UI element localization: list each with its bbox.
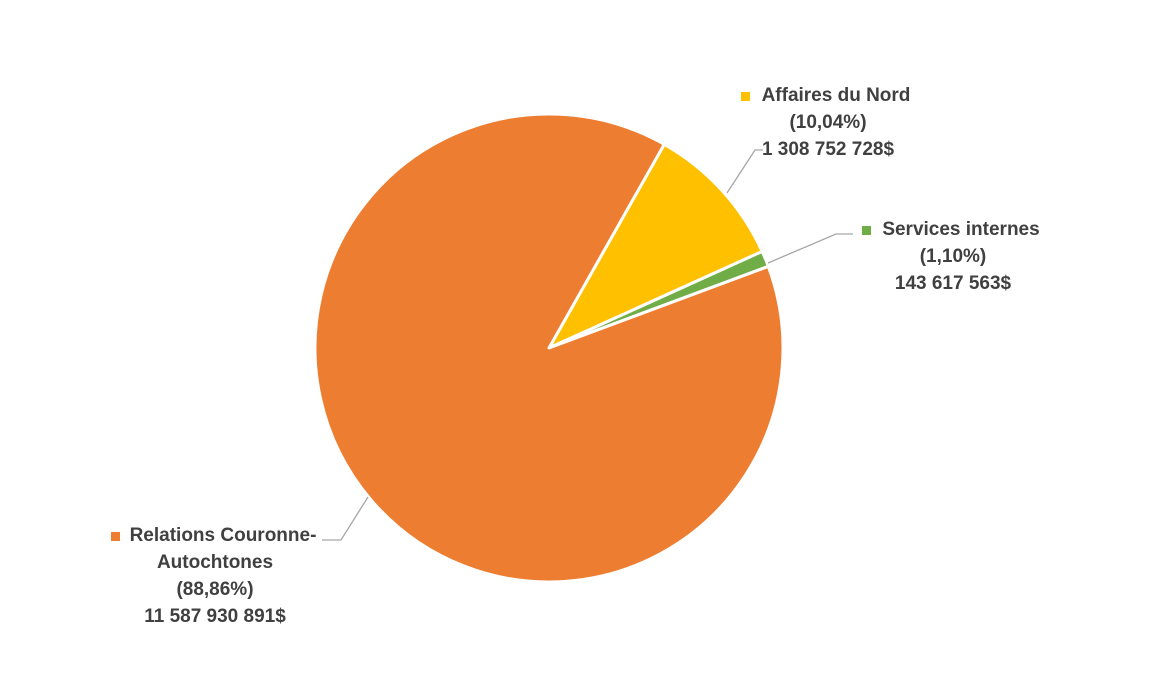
data-label-name-services-internes-0: Services internes	[882, 219, 1039, 240]
pie-slices	[313, 112, 785, 584]
leader-line-relations-couronne-autochtones	[322, 496, 369, 541]
data-label-amount-relations-couronne-autochtones: 11 587 930 891$	[144, 606, 286, 627]
legend-key-affaires-du-nord	[741, 92, 750, 101]
data-label-name-relations-couronne-autochtones-1: Autochtones	[157, 552, 273, 573]
data-label-amount-services-internes: 143 617 563$	[895, 273, 1012, 294]
data-label-name-affaires-du-nord-0: Affaires du Nord	[762, 85, 911, 106]
data-label-percent-affaires-du-nord: (10,04%)	[789, 112, 866, 133]
pie-slice-relations-couronne-autochtones	[313, 112, 785, 584]
data-label-name-relations-couronne-autochtones-0: Relations Couronne-	[130, 525, 317, 546]
data-label-amount-affaires-du-nord: 1 308 752 728$	[762, 139, 895, 160]
leader-line-services-internes	[767, 233, 853, 264]
data-label-percent-services-internes: (1,10%)	[920, 246, 987, 267]
data-label-percent-relations-couronne-autochtones: (88,86%)	[176, 579, 253, 600]
pie-slice-affaires-du-nord	[547, 142, 764, 350]
leader-lines	[322, 149, 853, 541]
leader-line-affaires-du-nord	[726, 149, 763, 194]
legend-key-relations-couronne-autochtones	[111, 532, 120, 541]
legend-key-services-internes	[862, 226, 871, 235]
data-labels: Relations Couronne- Autochtones (88,86%) 11…	[111, 85, 1040, 627]
